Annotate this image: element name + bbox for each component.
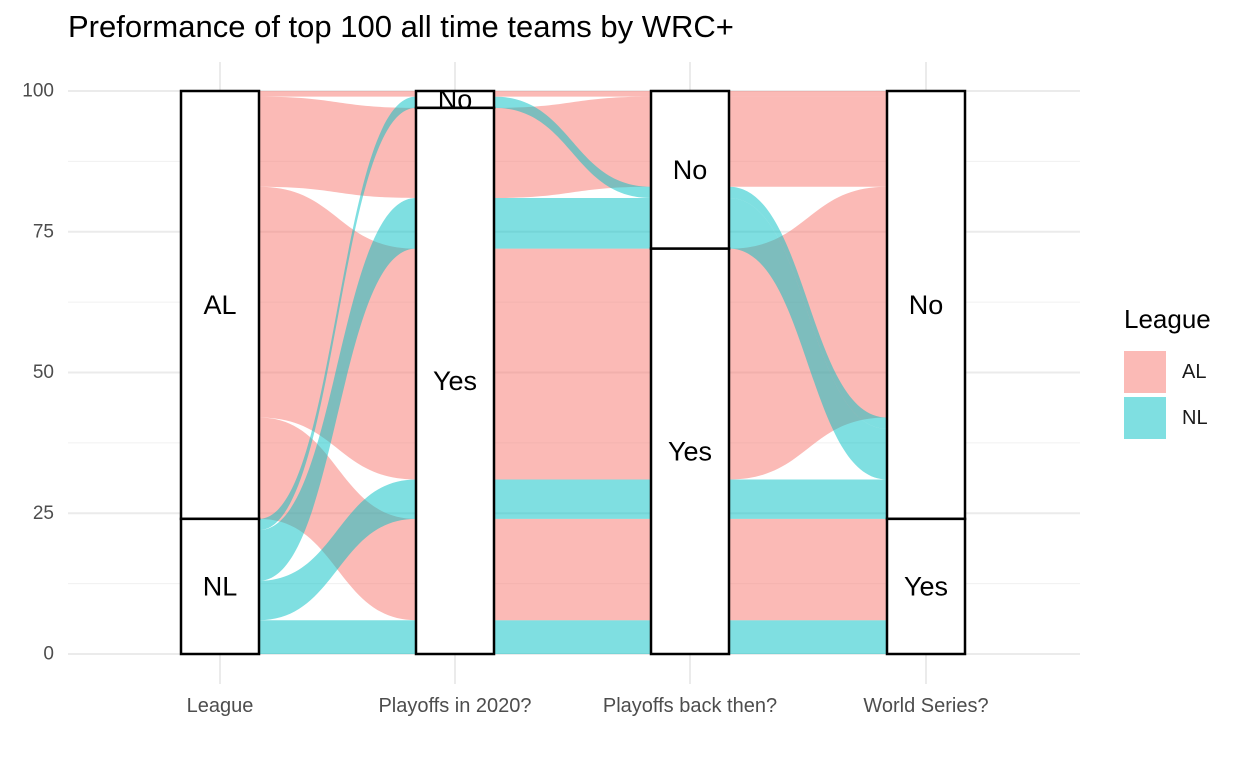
stratum-label-4-no: No [909, 290, 944, 320]
y-tick-label: 100 [22, 81, 54, 102]
stratum-box-3-yes [649, 247, 731, 656]
legend-label-al: AL [1182, 360, 1207, 383]
legend-item-nl: NL [1124, 395, 1211, 441]
legend-item-al: AL [1124, 349, 1211, 395]
x-tick-label: League [187, 695, 254, 717]
legend-key-nl [1124, 397, 1166, 439]
flow-nl-nl-yes-yes-yes-seg2 [494, 620, 651, 654]
stratum-box-1-nl [179, 517, 261, 656]
stratum-label-1-nl: NL [203, 571, 238, 601]
flow-al-al-yes-no-no-seg3 [729, 96, 887, 187]
legend: League AL NL [1124, 304, 1211, 441]
flow-al-al-no-no-no-seg1 [259, 91, 416, 97]
chart-title: Preformance of top 100 all time teams by… [68, 9, 734, 44]
flow-nl-nl-yes-yes-yes-seg1 [259, 620, 416, 654]
flow-nl-nl-yes-no-no-seg2 [494, 197, 651, 249]
x-tick-label: Playoffs back then? [603, 695, 777, 717]
flow-nl-nl-yes-yes-no-seg1 [259, 479, 416, 621]
flow-al-al-yes-yes-yes-seg3 [729, 518, 887, 621]
stratum-label-3-no: No [673, 155, 708, 185]
flow-nl-nl-yes-no-no-seg3 [729, 197, 887, 480]
flow-al-al-yes-yes-no-seg2 [494, 248, 651, 480]
y-tick-label: 75 [33, 221, 54, 242]
flow-nl-nl-yes-yes-yes-seg3 [729, 620, 887, 654]
flow-al-al-no-no-no-seg3 [729, 91, 887, 97]
legend-label-nl: NL [1182, 406, 1208, 429]
flow-nl-nl-yes-yes-no-seg3 [729, 479, 887, 519]
stratum-box-4-yes [885, 517, 967, 656]
y-tick-label: 50 [33, 362, 54, 383]
flow-nl-nl-no-no-no-seg1 [259, 96, 416, 531]
flow-nl-nl-no-no-no-seg3 [729, 186, 887, 429]
flow-nl-nl-yes-no-no-seg1 [259, 197, 416, 581]
stratum-box-3-no [649, 89, 731, 250]
stratum-box-1-al [179, 89, 261, 521]
x-axis: League Playoffs in 2020? Playoffs back the… [187, 695, 989, 717]
stratum-label-1-al: AL [203, 290, 236, 320]
stratum-label-3-yes: Yes [668, 436, 712, 466]
flow-nl-nl-yes-yes-no-seg2 [494, 479, 651, 519]
legend-title: League [1124, 304, 1211, 334]
flow-al-al-yes-yes-yes-seg2 [494, 518, 651, 621]
x-tick-label: World Series? [863, 695, 988, 717]
y-axis: 0 25 50 75 100 [22, 81, 54, 665]
flows-group [259, 91, 887, 654]
flow-al-al-yes-yes-yes-seg1 [259, 417, 416, 621]
x-tick-label: Playoffs in 2020? [378, 695, 531, 717]
stratum-box-4-no [885, 89, 967, 521]
stratum-box-2-yes [414, 106, 496, 656]
legend-key-al [1124, 351, 1166, 393]
flow-al-al-no-no-no-seg2 [494, 91, 651, 97]
stratum-label-2-yes: Yes [433, 366, 477, 396]
y-tick-label: 0 [43, 644, 54, 665]
stratum-label-4-yes: Yes [904, 571, 948, 601]
y-tick-label: 25 [33, 503, 54, 524]
flow-al-al-yes-no-no-seg1 [259, 96, 416, 198]
flow-nl-nl-no-no-no-seg2 [494, 96, 651, 198]
